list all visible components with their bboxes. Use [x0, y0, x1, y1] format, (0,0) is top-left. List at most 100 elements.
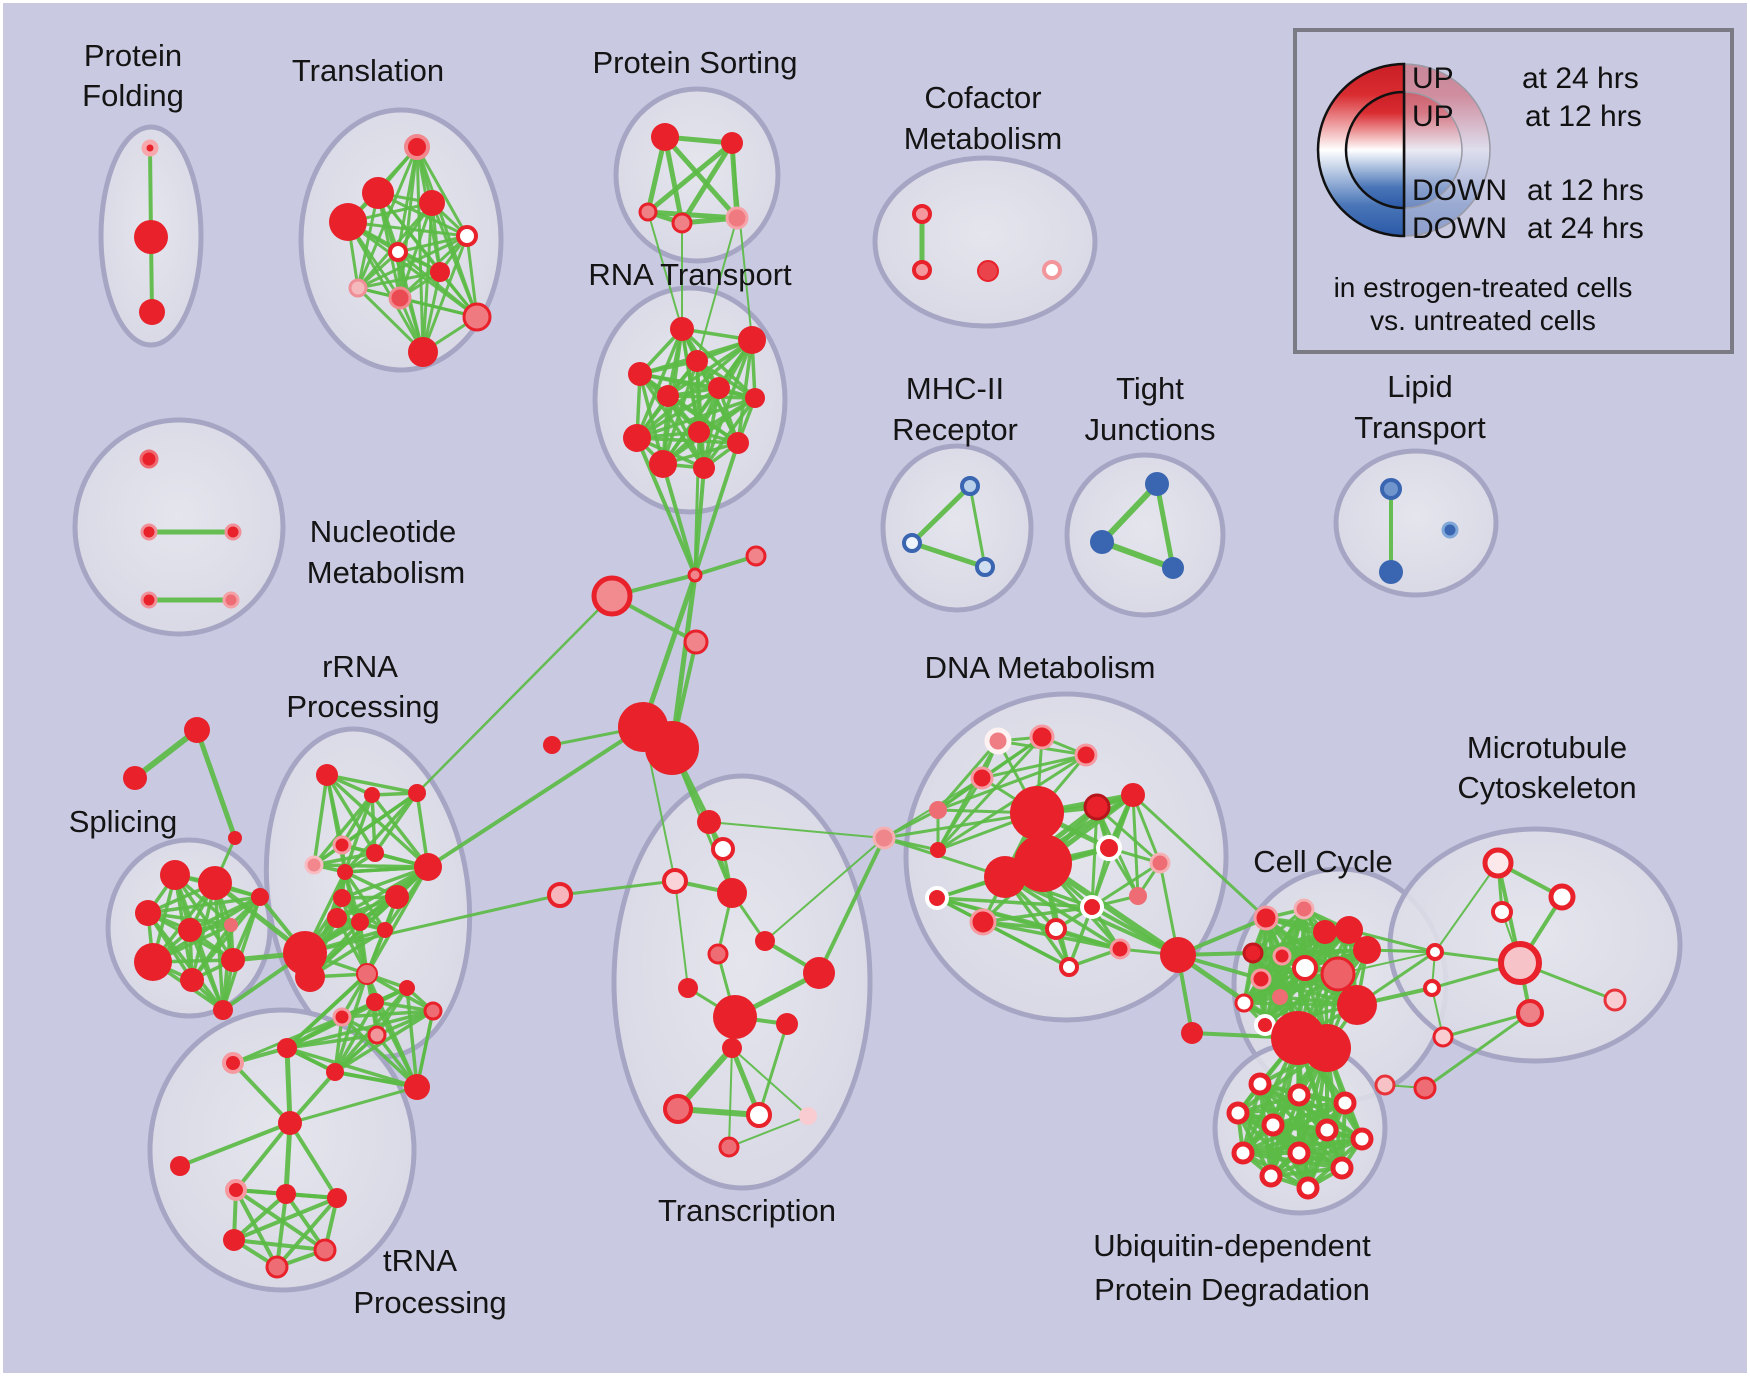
gene-node [649, 450, 677, 478]
network-edge [635, 396, 757, 440]
gene-node [1333, 1091, 1357, 1115]
legend-inner-left-half [1344, 90, 1406, 210]
gene-node [332, 1007, 352, 1027]
gene-node [351, 913, 369, 931]
network-edge [340, 865, 430, 900]
gene-node [180, 968, 204, 992]
gene-node [1296, 1176, 1320, 1200]
gene-node [678, 978, 698, 998]
gene-node [356, 963, 378, 985]
network-edge [312, 851, 377, 867]
gene-node [727, 432, 749, 454]
gene-node [1516, 999, 1544, 1027]
network-edge [1099, 481, 1160, 545]
legend: UP at 24 hrs UP at 12 hrs DOWN at 12 hrs… [1293, 28, 1734, 354]
network-edge [303, 893, 562, 955]
gene-node [184, 717, 210, 743]
cluster-label: Protein Sorting [592, 45, 797, 80]
network-edge [647, 211, 683, 330]
gene-node [1010, 786, 1064, 840]
gene-node [419, 190, 445, 216]
network-edge [421, 234, 469, 354]
network-edge [1241, 1128, 1329, 1155]
gene-node [1292, 955, 1318, 981]
gene-node [1432, 1026, 1454, 1048]
cluster-label: rRNA [322, 649, 398, 684]
network-edge [232, 1196, 339, 1242]
network-edge [284, 1045, 293, 1126]
cluster-label: Protein [84, 38, 182, 73]
gene-node [1029, 724, 1055, 750]
gene-node [366, 844, 384, 862]
network-edge [968, 484, 987, 569]
network-edge [1090, 805, 1099, 909]
gene-node [388, 286, 412, 310]
network-edge [1347, 928, 1437, 954]
gene-node [414, 853, 442, 881]
gene-node [707, 943, 729, 965]
gene-node [1374, 1074, 1396, 1096]
gene-node [925, 886, 949, 910]
gene-node [1253, 905, 1279, 931]
cluster-label: Splicing [69, 804, 178, 839]
gene-node [984, 856, 1026, 898]
network-edge [232, 1192, 288, 1242]
network-edge [638, 372, 706, 470]
network-edge [764, 837, 885, 942]
gene-node [1242, 942, 1264, 964]
gene-node [277, 1038, 297, 1058]
network-edge [234, 1121, 292, 1192]
gene-node [1482, 847, 1514, 879]
gene-node [1096, 835, 1122, 861]
cluster-label: Cofactor [924, 80, 1041, 115]
gene-node [960, 476, 980, 496]
network-edge [285, 1033, 379, 1050]
cluster-ellipse-nucleotide-metabolism [72, 417, 286, 637]
gene-node [333, 889, 351, 907]
cluster-ellipse-trna-processing [147, 1007, 417, 1293]
network-edge [674, 880, 689, 989]
gene-node [1413, 1076, 1437, 1100]
legend-caption-line2: vs. untreated cells [1370, 305, 1596, 336]
gene-node [687, 567, 703, 583]
network-edge [909, 483, 973, 546]
gene-node [1441, 521, 1459, 539]
gene-node [213, 1000, 233, 1020]
cluster-ellipse-mhc-ii-receptor [880, 443, 1034, 613]
cluster-label: Lipid [1387, 369, 1453, 404]
network-edge [1154, 481, 1176, 571]
network-edge [1251, 907, 1306, 955]
network-edge [356, 191, 380, 290]
gene-node [399, 980, 415, 996]
network-edge [396, 234, 469, 254]
gene-node [713, 995, 757, 1039]
gene-node [1426, 943, 1444, 961]
gene-node [776, 1013, 798, 1035]
cluster-label: Protein Degradation [1094, 1272, 1370, 1307]
network-edge [415, 145, 425, 354]
gene-node [912, 204, 932, 224]
network-edge [662, 134, 740, 221]
gene-node [1160, 937, 1196, 973]
gene-node [388, 242, 408, 262]
gene-node [251, 888, 269, 906]
network-edge [285, 1046, 419, 1089]
gene-node [327, 1188, 347, 1208]
network-edge [343, 791, 419, 874]
gene-node [721, 132, 743, 154]
gene-node [1498, 941, 1542, 985]
network-edge [312, 773, 329, 867]
gene-node [1162, 557, 1184, 579]
gene-node [663, 1094, 693, 1124]
gene-node [366, 993, 384, 1011]
legend-box [1293, 28, 1734, 354]
gene-node [1335, 916, 1363, 944]
network-edge [1131, 793, 1162, 865]
network-edge [1095, 805, 1162, 865]
gene-node [456, 225, 478, 247]
gene-node [902, 533, 922, 553]
cluster-label: Cytoskeleton [1457, 770, 1636, 805]
gene-node [912, 260, 932, 280]
cluster-label: Folding [82, 78, 184, 113]
